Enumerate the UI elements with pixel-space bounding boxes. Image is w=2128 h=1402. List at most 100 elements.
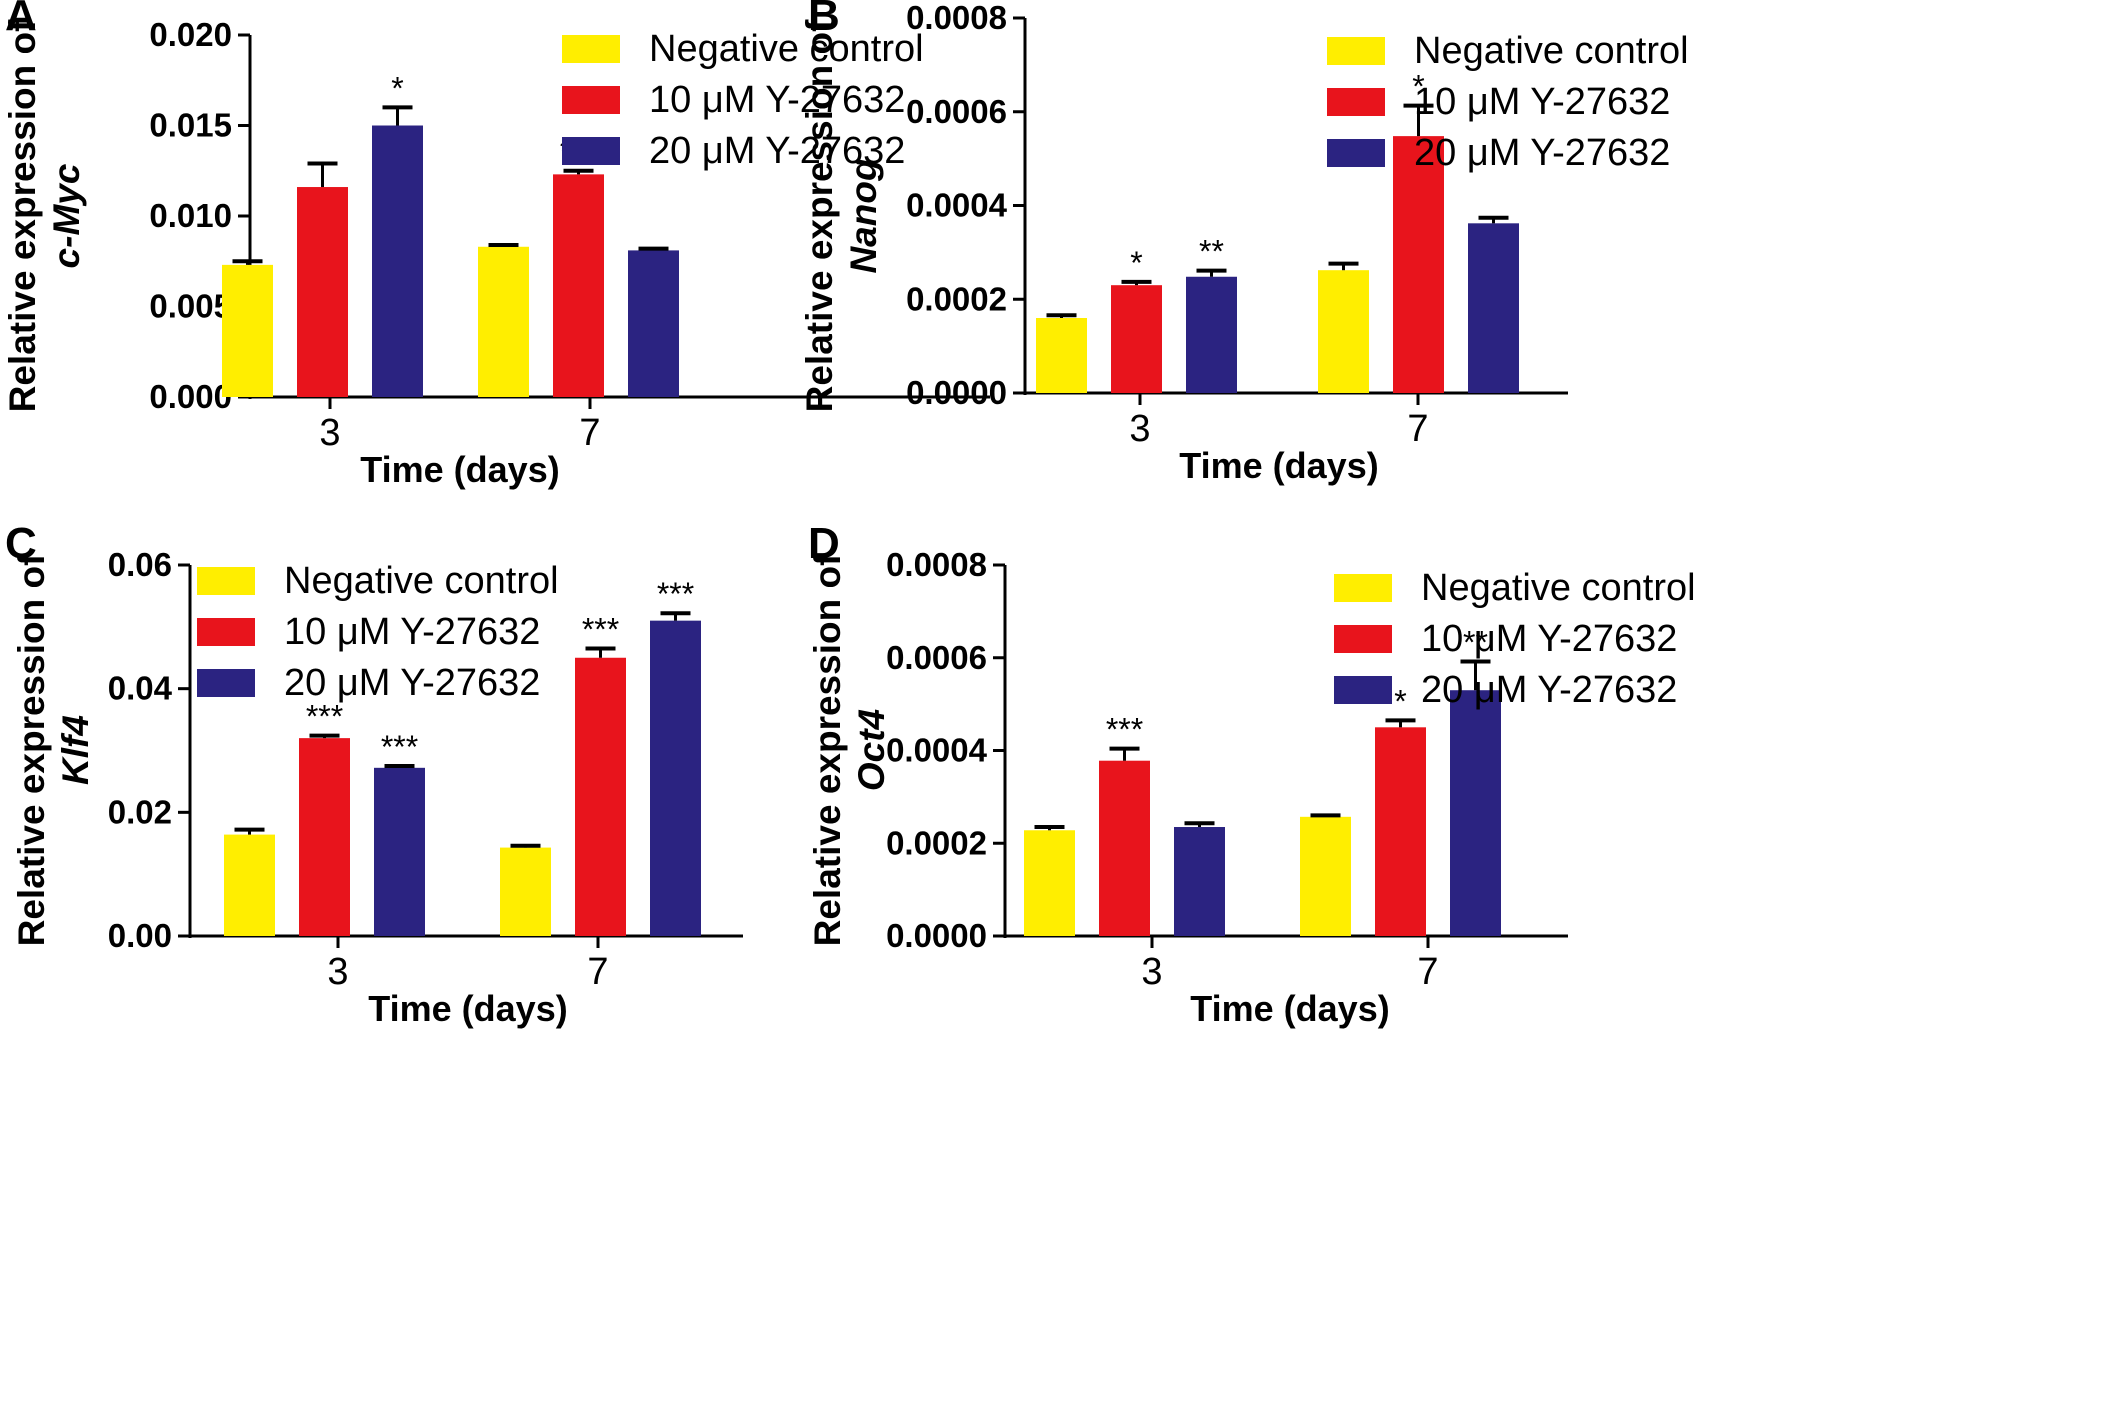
- legend-swatch: [1327, 37, 1385, 65]
- bar: [1024, 830, 1075, 936]
- chart-panel-c: C 0.00 0.02 0.04 0.06 3 7 Time (days) Relative e…: [5, 519, 743, 1029]
- y-tick-label: 0.020: [149, 16, 232, 53]
- legend-label: Negative control: [1421, 567, 1696, 609]
- y-axis-title: Relative expression ofKlf4: [11, 553, 96, 946]
- bar: [628, 250, 679, 397]
- y-axis-title: Relative expression ofOct4: [807, 553, 892, 946]
- y-axis-gene: Oct4: [851, 709, 892, 791]
- legend-swatch: [1334, 574, 1392, 602]
- y-tick-label: 0.0002: [906, 280, 1007, 317]
- bar: [1468, 223, 1519, 393]
- significance-label: *: [1130, 245, 1142, 281]
- bar: [1036, 318, 1087, 393]
- chart-panel-a: A 0.000 0.005 0.010 0.015 0.020 3 7 Time (days) R…: [2, 0, 990, 490]
- bar: [1186, 276, 1237, 393]
- legend-label: 20 μM Y-27632: [284, 662, 540, 704]
- x-tick-label: 3: [319, 412, 340, 454]
- bar: [575, 657, 626, 936]
- legend-swatch: [197, 567, 255, 595]
- legend-label: 20 μM Y-27632: [1421, 669, 1677, 711]
- y-tick-label: 0.02: [108, 793, 172, 830]
- y-tick-label: 0.0006: [906, 93, 1007, 130]
- bar: [297, 187, 348, 397]
- y-axis-title-text: Relative expression of: [799, 19, 840, 412]
- significance-label: *: [1412, 69, 1424, 105]
- y-axis-gene: c-Myc: [46, 163, 87, 268]
- y-tick-label: 0.06: [108, 546, 172, 583]
- bar: [1318, 270, 1369, 393]
- legend-swatch: [197, 669, 255, 697]
- y-tick-label: 0.015: [149, 107, 232, 144]
- legend-label: 10 μM Y-27632: [1421, 618, 1677, 660]
- bar: [374, 767, 425, 936]
- y-tick-label: 0.000: [149, 378, 232, 415]
- x-tick-label: 3: [1129, 408, 1150, 450]
- bar: [650, 620, 701, 936]
- significance-label: ***: [381, 729, 418, 765]
- legend-swatch: [562, 86, 620, 114]
- legend-label: Negative control: [284, 560, 559, 602]
- bar: [1174, 827, 1225, 936]
- bar: [299, 738, 350, 936]
- y-tick-label: 0.00: [108, 917, 172, 954]
- y-tick-label: 0.04: [108, 670, 173, 707]
- y-tick-label: 0.0000: [886, 917, 987, 954]
- bar: [1099, 760, 1150, 936]
- bar: [1300, 816, 1351, 936]
- legend-label: 20 μM Y-27632: [649, 130, 905, 172]
- bar: [500, 847, 551, 936]
- legend-label: Negative control: [649, 28, 924, 70]
- chart-panel-b: B 0.0000 0.0002 0.0004 0.0006 0.0008 3 7 Time (d…: [799, 0, 1689, 486]
- legend-label: 10 μM Y-27632: [1414, 81, 1670, 123]
- y-axis-title: Relative expression ofc-Myc: [2, 19, 87, 412]
- legend-swatch: [1334, 625, 1392, 653]
- legend-swatch: [1334, 676, 1392, 704]
- panel-label: D: [808, 519, 840, 568]
- bar: [372, 125, 423, 397]
- y-axis-title-text: Relative expression of: [807, 553, 848, 946]
- legend-label: 10 μM Y-27632: [649, 79, 905, 121]
- significance-label: **: [1199, 234, 1224, 270]
- bar: [1393, 136, 1444, 393]
- x-axis-title: Time (days): [1179, 445, 1378, 486]
- y-axis-gene: Nanog: [843, 158, 884, 273]
- legend-swatch: [197, 618, 255, 646]
- y-tick-label: 0.0008: [886, 546, 987, 583]
- bar: [478, 246, 529, 397]
- significance-label: ***: [657, 576, 694, 612]
- y-tick-label: 0.0008: [906, 0, 1007, 36]
- x-axis-title: Time (days): [368, 988, 567, 1029]
- y-axis-title-text: Relative expression of: [11, 553, 52, 946]
- x-tick-label: 3: [327, 951, 348, 993]
- legend-swatch: [562, 137, 620, 165]
- significance-label: *: [391, 70, 403, 106]
- panel-label: A: [5, 0, 37, 40]
- bar: [1375, 727, 1426, 936]
- bar: [553, 174, 604, 397]
- x-axis-title: Time (days): [360, 449, 559, 490]
- panel-label: B: [808, 0, 840, 40]
- x-tick-label: 7: [1407, 408, 1428, 450]
- significance-label: ***: [1106, 712, 1143, 748]
- y-tick-label: 0.010: [149, 197, 232, 234]
- y-axis-gene: Klf4: [55, 715, 96, 785]
- significance-label: ***: [306, 699, 343, 735]
- y-axis-title-text: Relative expression of: [2, 19, 43, 412]
- legend-label: Negative control: [1414, 30, 1689, 72]
- bar: [1111, 285, 1162, 393]
- y-tick-label: 0.0004: [906, 187, 1008, 224]
- legend-swatch: [562, 35, 620, 63]
- legend-swatch: [1327, 88, 1385, 116]
- bar: [1450, 690, 1501, 936]
- x-tick-label: 3: [1141, 951, 1162, 993]
- legend-label: 20 μM Y-27632: [1414, 132, 1670, 174]
- legend-swatch: [1327, 139, 1385, 167]
- bar: [222, 264, 273, 397]
- y-tick-label: 0.0006: [886, 639, 987, 676]
- y-axis-title: Relative expression ofNanog: [799, 19, 884, 412]
- chart-panel-d: D 0.0000 0.0002 0.0004 0.0006 0.0008 3 7 Time (d…: [807, 519, 1696, 1029]
- y-tick-label: 0.005: [149, 288, 232, 325]
- x-tick-label: 7: [587, 951, 608, 993]
- y-tick-label: 0.0000: [906, 374, 1007, 411]
